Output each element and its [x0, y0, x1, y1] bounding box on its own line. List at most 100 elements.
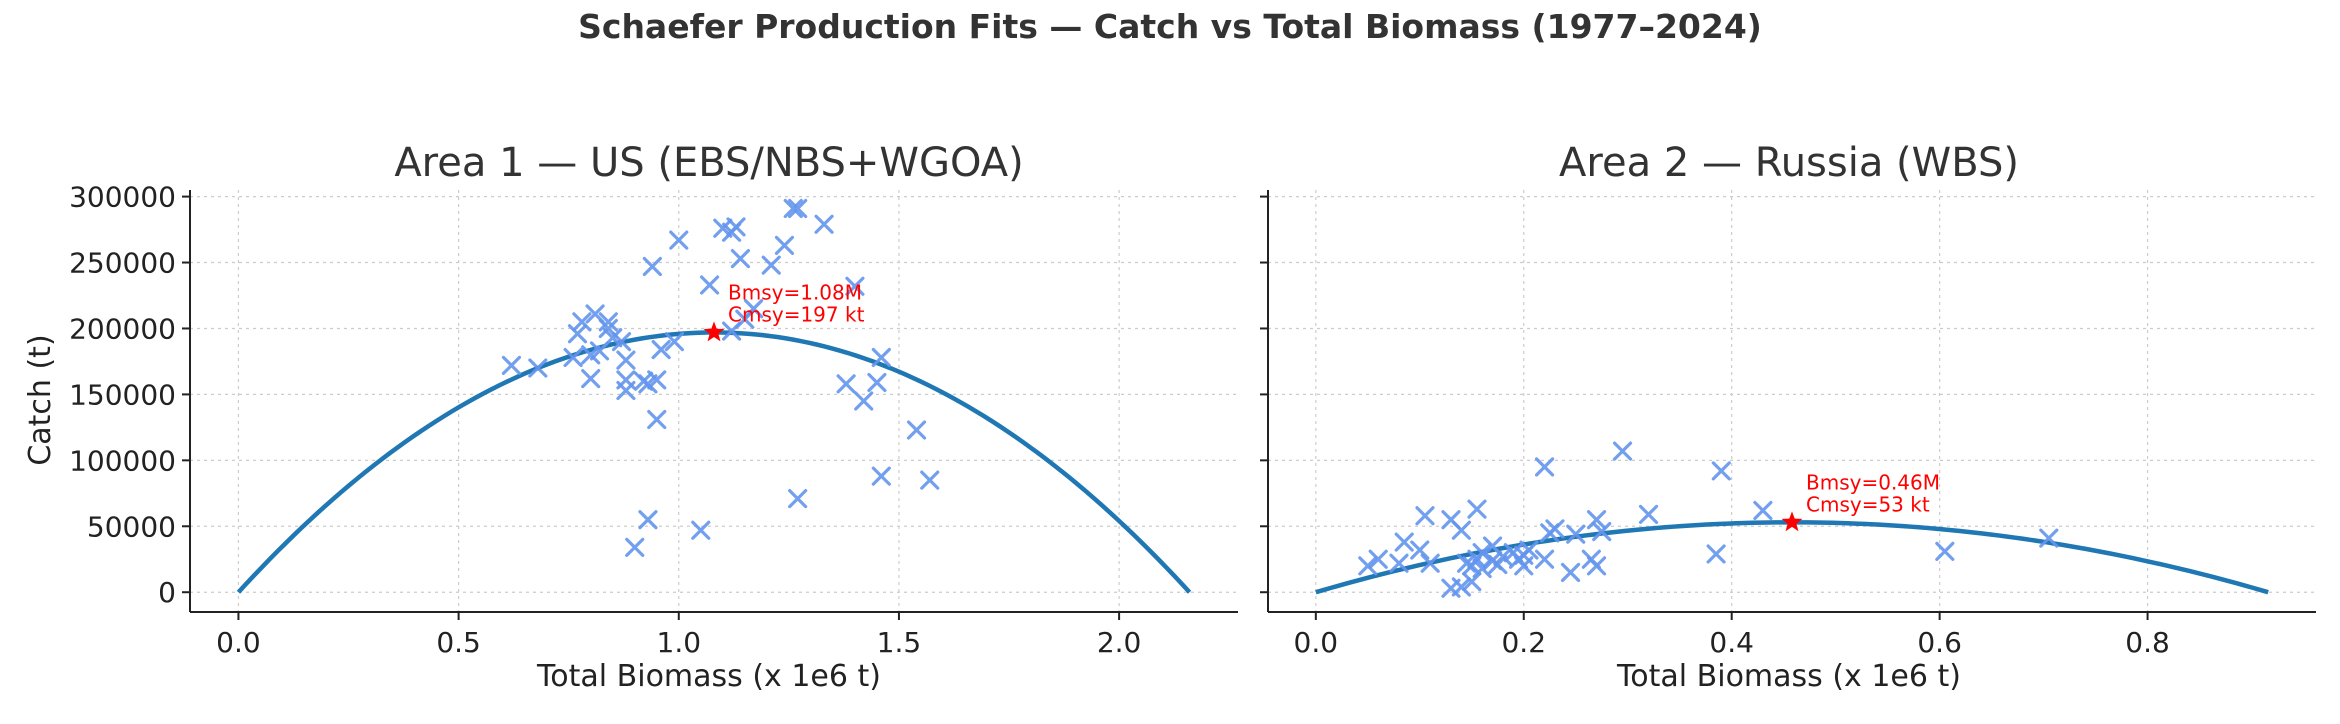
msy-annotation-cmsy: Cmsy=53 kt	[1806, 492, 1930, 516]
data-point	[845, 276, 865, 296]
data-point	[1415, 506, 1435, 526]
data-point	[647, 409, 667, 430]
data-point	[1462, 572, 1482, 592]
msy-annotation-cmsy: Cmsy=197 kt	[728, 302, 865, 326]
data-point	[611, 332, 632, 352]
data-point	[563, 347, 583, 368]
x-tick-label: 0.0	[1294, 626, 1339, 659]
data-point	[1368, 549, 1388, 569]
data-point	[1586, 510, 1607, 530]
data-point	[1566, 524, 1586, 544]
data-point	[625, 537, 645, 557]
data-point	[2039, 528, 2059, 548]
data-point	[598, 312, 618, 332]
data-point	[871, 466, 891, 486]
data-point	[501, 355, 522, 375]
data-point	[814, 214, 834, 234]
data-point	[638, 510, 658, 530]
data-point	[581, 368, 601, 389]
data-point	[1420, 553, 1440, 573]
data-point	[1753, 500, 1773, 521]
y-tick-label: 300000	[69, 181, 176, 214]
data-point	[1467, 499, 1487, 519]
data-point	[647, 370, 667, 390]
msy-annotation-bmsy: Bmsy=0.46M	[1806, 470, 1940, 494]
data-point	[726, 217, 746, 237]
data-point	[867, 372, 887, 393]
data-point	[669, 230, 689, 250]
msy-annotation-bmsy: Bmsy=1.08M	[728, 280, 862, 304]
x-tick-label: 0.5	[436, 626, 481, 659]
x-tick-label: 2.0	[1097, 626, 1142, 659]
msy-star-marker	[703, 321, 725, 342]
data-point	[1493, 547, 1513, 567]
data-point	[788, 488, 808, 509]
x-tick-label: 0.6	[1917, 626, 1962, 659]
x-tick-label: 0.8	[2125, 626, 2170, 659]
data-point	[1592, 521, 1612, 542]
x-tick-label: 0.2	[1501, 626, 1546, 659]
data-point	[920, 470, 940, 490]
data-point	[1488, 554, 1508, 575]
data-point	[642, 256, 662, 277]
y-tick-label: 200000	[69, 312, 176, 345]
data-point	[567, 324, 588, 344]
y-axis-label: Catch (t)	[23, 334, 58, 465]
msy-star-marker	[1781, 511, 1803, 532]
data-point	[1612, 441, 1633, 461]
x-axis-label: Total Biomass (x 1e6 t)	[1616, 659, 1961, 694]
data-point	[744, 299, 764, 319]
x-tick-label: 0.0	[216, 626, 261, 659]
data-point	[616, 380, 636, 401]
y-tick-label: 100000	[69, 444, 176, 477]
y-tick-label: 150000	[69, 378, 176, 411]
data-point	[836, 374, 856, 394]
panel-area-2: Area 2 — Russia (WBS) Total Biomass (x 1…	[1260, 140, 2316, 694]
x-tick-label: 1.5	[877, 626, 922, 659]
data-point	[1560, 562, 1581, 583]
data-point	[651, 339, 671, 360]
data-point	[699, 275, 720, 295]
data-point	[1586, 556, 1607, 576]
data-point	[664, 332, 684, 352]
x-axis-label: Total Biomass (x 1e6 t)	[536, 659, 881, 694]
data-point	[1394, 532, 1414, 552]
data-point	[1638, 504, 1659, 525]
data-point	[1472, 543, 1492, 563]
y-tick-label: 0	[158, 576, 176, 609]
data-point	[774, 235, 795, 255]
panel-title: Area 2 — Russia (WBS)	[1559, 140, 2019, 186]
data-point	[691, 520, 711, 540]
data-point	[1711, 461, 1731, 481]
data-point	[1545, 519, 1565, 539]
data-point	[1451, 577, 1471, 597]
y-tick-label: 50000	[87, 510, 176, 543]
data-point	[1472, 558, 1492, 579]
data-point	[616, 350, 636, 370]
data-point	[761, 255, 781, 275]
data-point	[1389, 553, 1409, 573]
data-point	[1456, 553, 1477, 573]
data-point	[871, 347, 891, 368]
y-tick-label: 250000	[69, 247, 176, 280]
data-point	[783, 198, 803, 219]
data-point	[572, 312, 592, 332]
figure-suptitle: Schaefer Production Fits — Catch vs Tota…	[578, 7, 1762, 46]
x-tick-label: 0.4	[1709, 626, 1754, 659]
data-point	[1706, 544, 1726, 564]
panel-area-1: Area 1 — US (EBS/NBS+WGOA) Catch (t) Tot…	[23, 140, 1238, 694]
data-point	[1358, 556, 1378, 576]
data-point	[854, 391, 874, 411]
data-point	[1935, 541, 1955, 561]
data-point	[1534, 549, 1555, 569]
data-point	[1451, 520, 1471, 540]
data-point	[730, 248, 751, 269]
data-point	[1519, 540, 1539, 560]
data-point	[1410, 540, 1430, 560]
data-point	[528, 358, 548, 378]
data-point	[788, 198, 808, 219]
data-point	[906, 420, 927, 440]
schaefer-fit-curve	[236, 330, 1192, 594]
x-tick-label: 1.0	[657, 626, 702, 659]
